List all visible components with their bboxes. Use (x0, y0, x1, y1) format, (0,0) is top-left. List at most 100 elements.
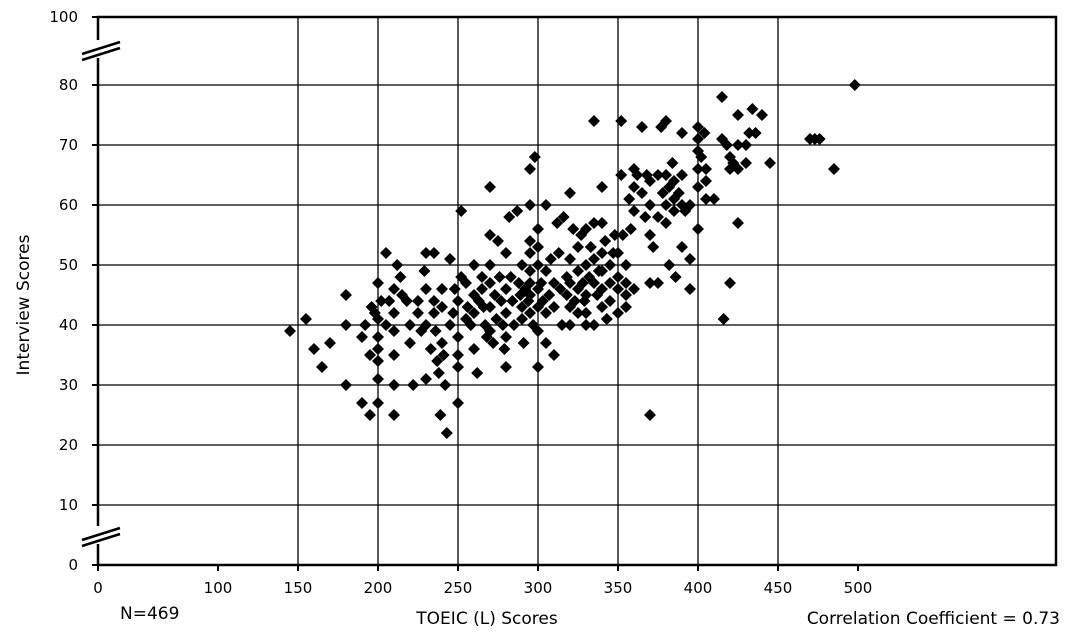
data-point (359, 319, 372, 331)
data-point (440, 427, 453, 439)
data-point (488, 289, 501, 301)
data-point (452, 397, 464, 409)
data-point (596, 217, 608, 229)
data-point (580, 289, 592, 301)
data-point (428, 295, 440, 307)
data-point (540, 337, 552, 349)
data-point (428, 247, 440, 259)
data-point (503, 211, 516, 223)
data-point (404, 319, 416, 331)
data-point (461, 301, 474, 313)
data-point (652, 277, 664, 289)
data-point (608, 229, 621, 241)
data-point (564, 253, 576, 265)
x-axis-title: TOEIC (L) Scores (415, 609, 558, 629)
data-point (620, 301, 632, 313)
data-point (504, 271, 517, 283)
data-point (420, 247, 432, 259)
data-point (644, 277, 656, 289)
data-point (668, 205, 680, 217)
data-point (572, 307, 584, 319)
data-point (746, 103, 759, 115)
data-point (676, 169, 688, 181)
data-point (452, 361, 464, 373)
data-point (580, 223, 592, 235)
data-point (656, 187, 669, 199)
y-tick-label: 50 (59, 256, 78, 274)
data-point (476, 271, 488, 283)
data-point (596, 265, 608, 277)
data-point (429, 325, 442, 337)
data-points (284, 79, 861, 439)
data-point (516, 259, 528, 271)
data-point (388, 349, 400, 361)
data-point (564, 277, 576, 289)
data-point (372, 277, 384, 289)
data-point (684, 283, 696, 295)
data-point (493, 271, 506, 283)
data-point (404, 337, 416, 349)
data-point (544, 253, 557, 265)
data-point (420, 283, 432, 295)
y-axis-ticks: 0 10 20 30 40 50 60 70 80 100 (49, 8, 98, 574)
data-point (407, 379, 420, 391)
data-point (496, 319, 509, 331)
y-axis-break-bottom (81, 526, 121, 548)
data-point (437, 349, 450, 361)
data-point (604, 295, 616, 307)
data-point (620, 277, 632, 289)
data-point (468, 259, 480, 271)
data-point (484, 259, 496, 271)
data-point (644, 409, 656, 421)
data-point (636, 121, 648, 133)
data-point (484, 301, 496, 313)
data-point (424, 343, 437, 355)
data-point (484, 229, 496, 241)
data-point (524, 235, 536, 247)
data-point (500, 331, 512, 343)
data-point (700, 193, 712, 205)
data-point (692, 181, 704, 193)
data-point (447, 307, 460, 319)
data-point (628, 205, 640, 217)
data-point (600, 313, 613, 325)
data-point (692, 133, 704, 145)
x-tick-label: 500 (844, 579, 873, 597)
data-point (756, 109, 768, 121)
data-point (588, 115, 600, 127)
data-point (588, 319, 600, 331)
data-point (380, 247, 392, 259)
data-point (388, 409, 400, 421)
data-point (717, 313, 730, 325)
data-point (508, 319, 520, 331)
data-point (564, 187, 576, 199)
data-point (548, 301, 560, 313)
x-tick-label: 100 (204, 579, 233, 597)
data-point (580, 259, 592, 271)
data-point (532, 325, 544, 337)
data-point (532, 259, 544, 271)
data-point (732, 217, 744, 229)
data-point (372, 343, 384, 355)
x-tick-label: 400 (684, 579, 713, 597)
data-point (524, 199, 536, 211)
data-point (572, 241, 584, 253)
data-point (284, 325, 296, 337)
data-point (517, 337, 530, 349)
data-point (524, 289, 536, 301)
data-point (340, 289, 352, 301)
data-point (452, 295, 464, 307)
data-point (375, 295, 388, 307)
data-point (532, 361, 544, 373)
data-point (548, 349, 560, 361)
data-point (524, 265, 536, 277)
data-point (340, 319, 352, 331)
data-point (557, 211, 570, 223)
data-point (720, 139, 733, 151)
data-point (388, 307, 400, 319)
x-tick-label: 0 (93, 579, 103, 597)
data-point (588, 253, 600, 265)
y-tick-label: 10 (59, 496, 78, 514)
x-tick-label: 300 (524, 579, 553, 597)
data-point (524, 247, 536, 259)
